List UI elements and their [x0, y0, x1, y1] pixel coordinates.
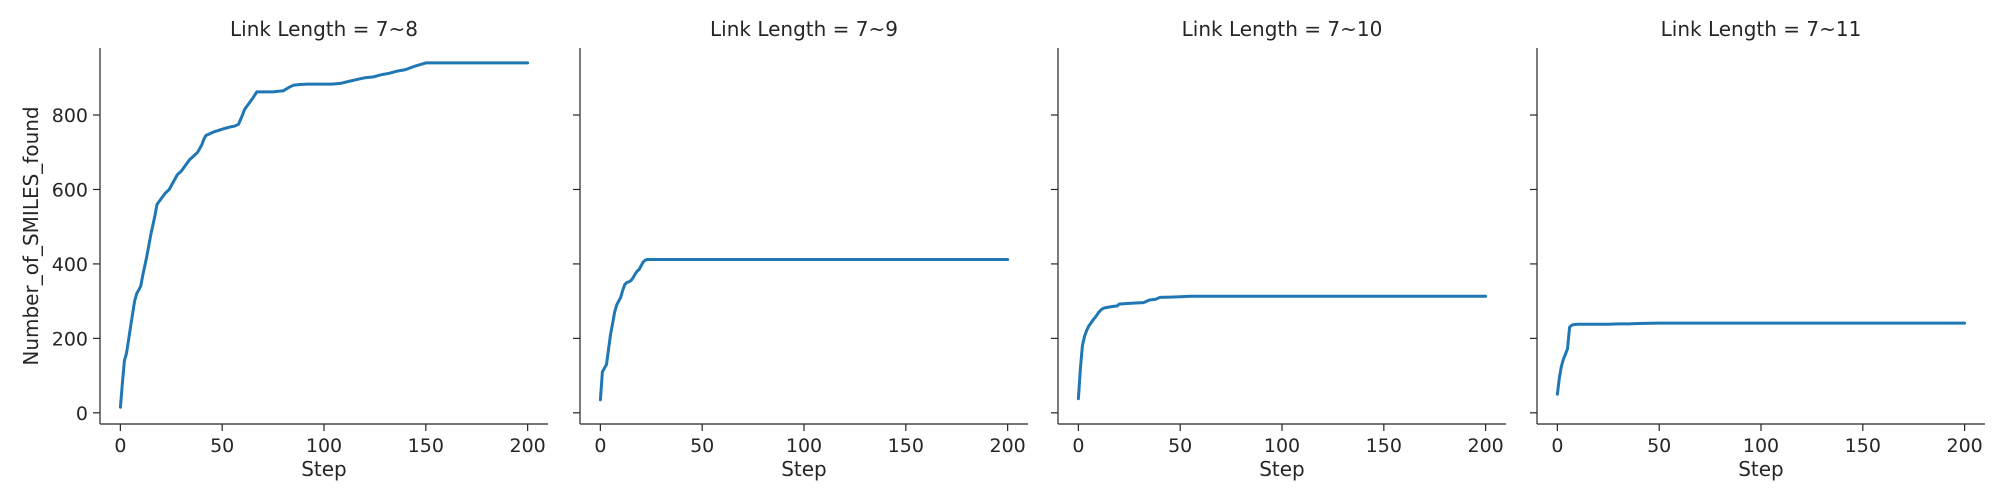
y-tick-label: 400: [52, 254, 88, 276]
series-line: [1076, 294, 1488, 401]
x-tick-label: 150: [888, 435, 924, 457]
subplot-2: Link Length = 7~9 0 50 100 150 200 Step: [573, 17, 1028, 481]
x-tick-label: 200: [1947, 435, 1983, 457]
x-tick-label: 50: [210, 435, 234, 457]
x-tick-label: 0: [1551, 435, 1563, 457]
subplot-title: Link Length = 7~10: [1182, 17, 1383, 41]
x-tick-label: 50: [690, 435, 714, 457]
subplot-3: Link Length = 7~10 0 50 100 150 200 Step: [1051, 17, 1506, 481]
series-line: [1555, 321, 1967, 396]
subplot-title: Link Length = 7~8: [230, 17, 418, 41]
y-tick-label: 600: [52, 179, 88, 201]
x-tick-label: 200: [990, 435, 1026, 457]
x-tick-label: 100: [786, 435, 822, 457]
y-tick-label: 0: [76, 403, 88, 425]
x-tick-label: 100: [1743, 435, 1779, 457]
x-tick-label: 0: [1072, 435, 1084, 457]
x-tick-label: 150: [1366, 435, 1402, 457]
x-tick-label: 50: [1168, 435, 1192, 457]
x-tick-label: 100: [306, 435, 342, 457]
subplot-4: Link Length = 7~11 0 50 100 150 200 Step: [1530, 17, 1985, 481]
y-tick-label: 200: [52, 328, 88, 350]
x-tick-label: 50: [1647, 435, 1671, 457]
chart-panels: Link Length = 7~8 0 200 400 600 800 0 50 100 150 2…: [19, 17, 1985, 481]
x-tick-label: 200: [1468, 435, 1504, 457]
subplot-title: Link Length = 7~11: [1661, 17, 1862, 41]
x-tick-label: 0: [114, 435, 126, 457]
x-tick-label: 150: [1845, 435, 1881, 457]
series-line: [118, 61, 530, 409]
y-tick-label: 800: [52, 105, 88, 127]
subplot-1: Link Length = 7~8 0 200 400 600 800 0 50 100 150 2…: [19, 17, 548, 481]
y-axis-label: Number_of_SMILES_found: [19, 106, 43, 365]
x-tick-label: 150: [408, 435, 444, 457]
subplot-title: Link Length = 7~9: [710, 17, 898, 41]
x-axis-label: Step: [301, 457, 347, 481]
x-tick-label: 100: [1264, 435, 1300, 457]
x-tick-label: 0: [594, 435, 606, 457]
x-axis-label: Step: [1259, 457, 1305, 481]
series-line: [598, 258, 1010, 402]
x-axis-label: Step: [781, 457, 827, 481]
x-tick-label: 200: [510, 435, 546, 457]
x-axis-label: Step: [1738, 457, 1784, 481]
